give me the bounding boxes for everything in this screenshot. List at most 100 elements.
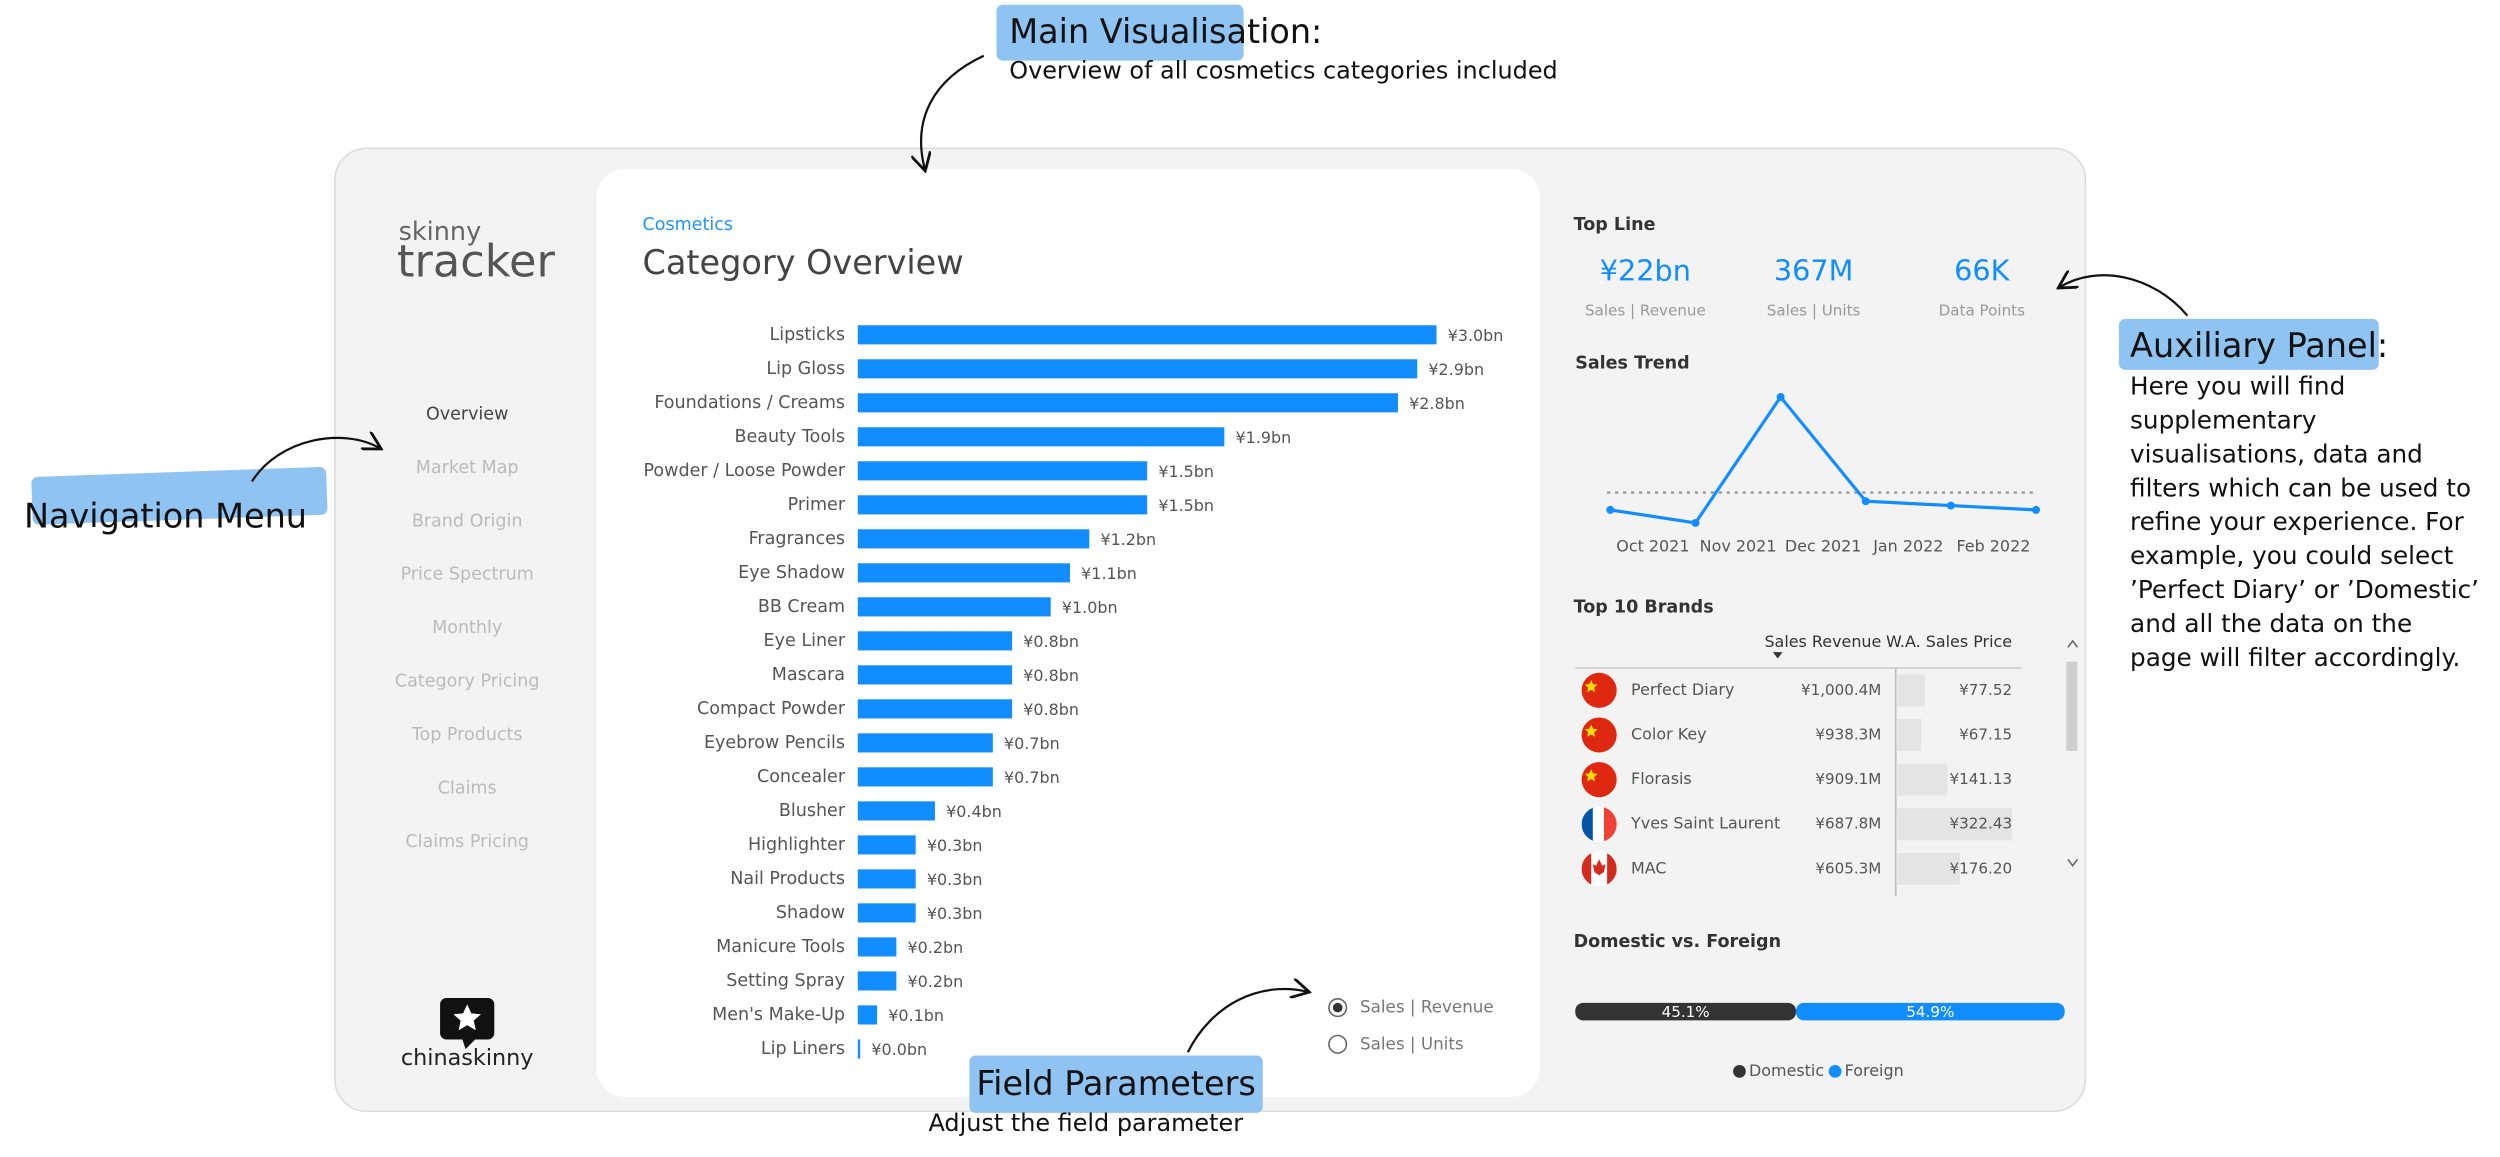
legend-label[interactable]: Domestic: [1749, 1061, 1824, 1080]
x-tick-label: Feb 2022: [1957, 536, 2031, 555]
brand-name[interactable]: Color Key: [1631, 724, 1707, 743]
trend-point[interactable]: [1776, 393, 1785, 401]
bar[interactable]: [857, 597, 1051, 617]
radio-label[interactable]: Sales | Revenue: [1360, 997, 1494, 1017]
nav-item[interactable]: Claims: [438, 778, 497, 798]
bar[interactable]: [857, 665, 1013, 685]
bar[interactable]: [857, 495, 1148, 515]
value-label: ¥1.2bn: [1100, 530, 1156, 549]
bar[interactable]: [857, 359, 1418, 379]
bar[interactable]: [857, 971, 897, 991]
annotation-text: and all the data on the: [2130, 609, 2412, 638]
kpi-label: Sales | Revenue: [1585, 301, 1706, 319]
flag-canada: [1581, 851, 1617, 887]
flag-france: [1581, 806, 1617, 842]
bar[interactable]: [857, 427, 1225, 447]
bar[interactable]: [857, 325, 1437, 345]
bar[interactable]: [857, 869, 916, 889]
category-label: Mascara: [772, 665, 845, 685]
nav-item[interactable]: Monthly: [432, 618, 502, 638]
legend-swatch: [1733, 1065, 1746, 1078]
section-title: Domestic vs. Foreign: [1574, 932, 1781, 952]
segment-label: 45.1%: [1662, 1003, 1710, 1021]
trend-point[interactable]: [1861, 497, 1870, 506]
nav-item[interactable]: Overview: [426, 405, 508, 425]
scroll-up[interactable]: [2067, 639, 2079, 648]
flag-china: [1581, 762, 1617, 798]
annotation-text: ’Perfect Diary’ or ’Domestic’: [2130, 575, 2479, 604]
bar[interactable]: [857, 393, 1398, 413]
value-label: ¥3.0bn: [1448, 326, 1504, 345]
annotation-text: Here you will find: [2130, 371, 2345, 400]
bar[interactable]: [857, 461, 1148, 481]
segment[interactable]: [1795, 1002, 2065, 1021]
trend-point[interactable]: [1946, 501, 1955, 510]
column-header[interactable]: Sales Revenue: [1764, 632, 1881, 651]
trend-point[interactable]: [2032, 505, 2040, 514]
bar[interactable]: [857, 903, 916, 923]
bar[interactable]: [857, 1039, 861, 1059]
nav-item[interactable]: Market Map: [416, 458, 519, 478]
column-header[interactable]: W.A. Sales Price: [1886, 632, 2012, 651]
value-label: ¥0.7bn: [1004, 734, 1060, 753]
value-label: ¥0.3bn: [927, 870, 983, 889]
value-label: ¥1.1bn: [1081, 564, 1137, 583]
bar[interactable]: [857, 529, 1090, 549]
value-label: ¥1.5bn: [1158, 496, 1214, 515]
bar[interactable]: [857, 733, 993, 753]
bar[interactable]: [857, 835, 916, 855]
radio-button[interactable]: [1328, 1034, 1348, 1054]
segment[interactable]: [1575, 1002, 1796, 1021]
radio-label[interactable]: Sales | Units: [1360, 1033, 1464, 1053]
annotation-title: Main Visualisation:: [1009, 12, 1322, 51]
kpi-label: Data Points: [1939, 301, 2025, 319]
brand-name[interactable]: MAC: [1631, 858, 1667, 877]
section-title: Top 10 Brands: [1574, 597, 1714, 617]
flag-china: [1581, 717, 1617, 753]
bar[interactable]: [857, 801, 935, 821]
price-bar: [1897, 719, 1922, 751]
trend-point[interactable]: [1606, 505, 1615, 514]
category-label: Beauty Tools: [734, 427, 845, 447]
category-label: Shadow: [776, 903, 845, 923]
value-label: ¥0.3bn: [927, 904, 983, 923]
brand-price: ¥67.15: [1959, 725, 2012, 743]
nav-item[interactable]: Claims Pricing: [405, 832, 528, 852]
scroll-down[interactable]: [2067, 858, 2079, 868]
logo-footer: chinaskinny: [401, 1045, 534, 1071]
legend-label[interactable]: Foreign: [1845, 1061, 1904, 1080]
brand-revenue: ¥687.8M: [1815, 815, 1881, 833]
x-tick-label: Jan 2022: [1872, 536, 1943, 555]
bar[interactable]: [857, 937, 897, 957]
category-label: Eye Liner: [764, 631, 846, 651]
scrollbar-thumb[interactable]: [2066, 661, 2078, 751]
breadcrumb[interactable]: Cosmetics: [643, 215, 733, 235]
kpi-value: ¥22bn: [1600, 254, 1691, 288]
bar[interactable]: [857, 699, 1013, 719]
nav-item[interactable]: Category Pricing: [395, 672, 540, 692]
bar[interactable]: [857, 1005, 878, 1025]
nav-item[interactable]: Price Spectrum: [401, 565, 534, 585]
category-label: Fragrances: [749, 529, 845, 549]
value-label: ¥2.9bn: [1428, 360, 1484, 379]
brand-revenue: ¥938.3M: [1815, 725, 1881, 743]
kpi-label: Sales | Units: [1767, 301, 1861, 319]
trend-point[interactable]: [1691, 518, 1700, 527]
bar[interactable]: [857, 563, 1071, 583]
nav-item[interactable]: Top Products: [411, 725, 523, 745]
annotation-text: filters which can be used to: [2130, 473, 2471, 502]
bar[interactable]: [857, 767, 993, 787]
value-label: ¥0.7bn: [1004, 768, 1060, 787]
brand-revenue: ¥1,000.4M: [1801, 681, 1881, 699]
annotation-text: example, you could select: [2130, 541, 2454, 570]
annotation-text: supplementary: [2130, 405, 2316, 434]
brand-name[interactable]: Yves Saint Laurent: [1630, 814, 1780, 833]
nav-item[interactable]: Brand Origin: [412, 511, 523, 531]
brand-name[interactable]: Florasis: [1631, 769, 1692, 788]
category-label: Nail Products: [730, 869, 845, 889]
brand-name[interactable]: Perfect Diary: [1631, 680, 1734, 699]
x-tick-label: Dec 2021: [1785, 536, 1861, 555]
bar[interactable]: [857, 631, 1013, 651]
value-label: ¥0.8bn: [1023, 666, 1079, 685]
value-label: ¥1.0bn: [1062, 598, 1118, 617]
